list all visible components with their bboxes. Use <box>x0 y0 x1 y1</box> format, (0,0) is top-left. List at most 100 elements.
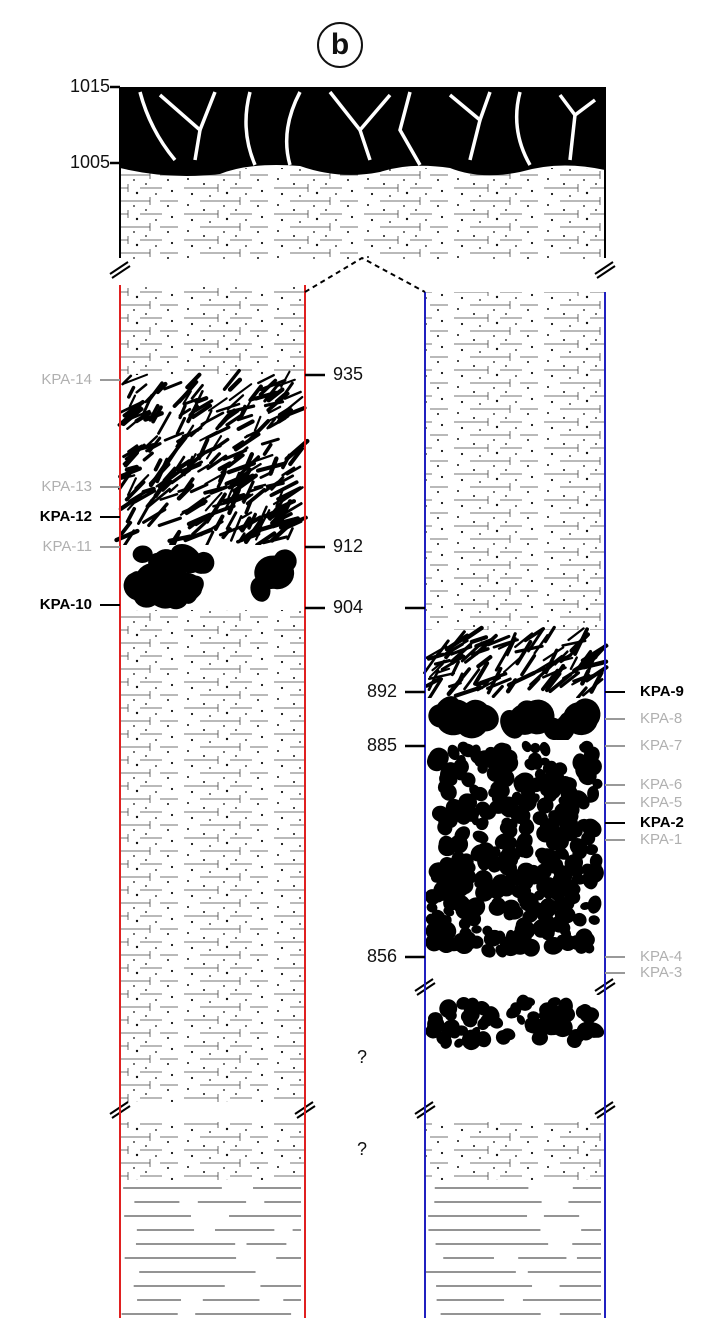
fragment <box>189 483 209 494</box>
fragment <box>190 383 204 400</box>
fragment <box>245 487 267 506</box>
mudstone <box>120 1180 305 1318</box>
clast <box>517 893 531 906</box>
clast <box>592 861 602 873</box>
break-mark <box>109 261 129 275</box>
fragment <box>196 443 222 458</box>
clast <box>484 746 499 762</box>
fragment <box>200 520 224 537</box>
fragment <box>124 464 139 472</box>
clast <box>551 826 563 838</box>
elevation-label: 885 <box>367 735 397 755</box>
clast <box>426 902 438 913</box>
fragment <box>118 466 142 479</box>
clast <box>521 740 532 753</box>
fragment <box>436 667 451 674</box>
clast <box>463 1029 478 1044</box>
sample-label: KPA-9 <box>640 683 684 700</box>
fragment <box>209 485 228 495</box>
break-mark <box>594 261 614 275</box>
fragment <box>151 405 163 424</box>
fragment <box>476 655 493 669</box>
clast <box>454 826 471 843</box>
clast <box>518 811 530 824</box>
clast <box>432 891 444 903</box>
sample-label: KPA-13 <box>41 478 92 495</box>
clast <box>132 545 153 563</box>
sample-label: KPA-1 <box>640 831 682 848</box>
clast <box>513 774 531 793</box>
sandstone <box>425 292 605 630</box>
clast <box>572 912 587 927</box>
mudstone <box>425 1180 605 1318</box>
sandstone <box>120 1122 305 1180</box>
fragment <box>255 461 287 473</box>
fragment <box>263 383 280 403</box>
clast <box>494 768 515 788</box>
fragment <box>122 443 146 466</box>
uncertain-label: ? <box>357 1139 367 1159</box>
clast <box>441 915 452 927</box>
sample-label: KPA-10 <box>40 596 92 613</box>
fragment <box>253 483 267 489</box>
fragment <box>264 518 285 531</box>
clast <box>436 921 457 941</box>
labels: 1015 1005 935 912 904 892 885 856?? KPA-14 KPA-13… <box>40 76 684 1159</box>
fragment <box>285 465 302 476</box>
uncertain-label: ? <box>357 1047 367 1067</box>
fragment <box>266 387 285 403</box>
fragment <box>233 446 249 460</box>
fragment <box>178 407 192 417</box>
clast <box>577 1004 592 1018</box>
clast <box>431 909 446 922</box>
clast <box>495 930 506 942</box>
fragment <box>142 451 154 462</box>
clast <box>509 937 530 955</box>
clast <box>529 777 545 793</box>
fragment <box>424 677 442 688</box>
fragment <box>182 397 199 406</box>
fragment <box>243 517 264 545</box>
fragment <box>215 414 230 431</box>
fragment <box>580 655 595 668</box>
fragment <box>205 409 213 422</box>
fragment <box>237 532 246 544</box>
clast <box>524 800 535 810</box>
clast <box>475 801 491 816</box>
clast <box>458 853 474 870</box>
fragment <box>278 515 308 530</box>
fragment <box>122 400 145 418</box>
fragment <box>469 635 489 644</box>
fragment <box>274 512 293 523</box>
crack <box>284 91 302 166</box>
clast <box>469 748 482 761</box>
crack <box>193 129 202 161</box>
clast <box>543 937 564 955</box>
fragment <box>157 516 182 528</box>
fragment <box>283 390 302 400</box>
fragment <box>451 653 464 665</box>
fragment <box>514 632 534 649</box>
clast <box>582 1019 594 1035</box>
fragment <box>137 499 154 525</box>
clast <box>456 754 466 767</box>
clast <box>493 898 506 912</box>
fragment <box>229 473 247 487</box>
fragment <box>281 466 296 477</box>
fragment <box>169 529 182 547</box>
fragment <box>473 661 490 686</box>
fragment <box>267 405 282 414</box>
fragment <box>225 414 243 427</box>
clast <box>476 870 492 883</box>
crack <box>568 114 577 161</box>
fragment <box>277 405 307 420</box>
clast <box>538 824 554 840</box>
fragment <box>589 670 604 694</box>
clast <box>571 883 581 895</box>
clast <box>471 925 482 934</box>
clast <box>536 876 555 896</box>
fragment <box>226 461 257 475</box>
fragment <box>275 499 297 511</box>
clast <box>482 925 493 936</box>
clast <box>542 760 557 774</box>
